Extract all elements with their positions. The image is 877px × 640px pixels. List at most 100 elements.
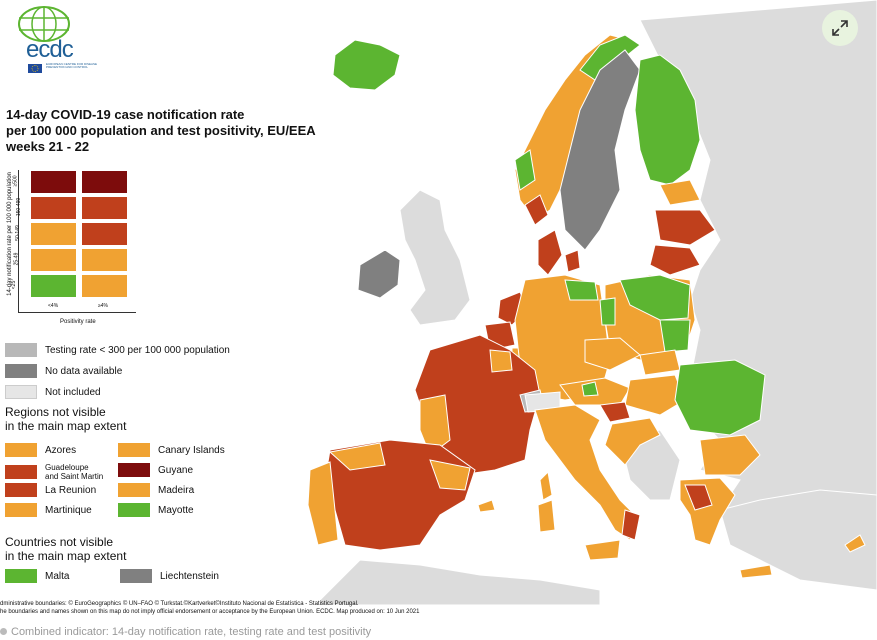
denmark-islands — [564, 249, 581, 273]
matrix-x-axis-label: Positivity rate — [60, 319, 96, 325]
legend-swatch — [118, 483, 150, 497]
legend-swatch — [5, 385, 37, 399]
legend-item: La Reunion — [5, 483, 96, 497]
greece-red — [684, 484, 713, 511]
legend-label: No data available — [45, 365, 123, 377]
legend-swatch — [5, 465, 37, 479]
legend-item: Azores — [5, 443, 76, 457]
regions-heading: Regions not visible in the main map exte… — [5, 405, 127, 433]
czechia — [584, 337, 641, 371]
iceland — [332, 39, 401, 91]
legend-swatch — [118, 503, 150, 517]
legend-item: No data available — [5, 364, 122, 378]
logo-text: ecdc — [26, 36, 74, 63]
legend-swatch — [118, 463, 150, 477]
cyprus — [844, 534, 866, 553]
legend-label: Guyane — [158, 464, 194, 476]
legend-item: Guadeloupe and Saint Martin — [5, 463, 103, 481]
hungary — [624, 374, 686, 416]
legend-item: Mayotte — [118, 503, 194, 517]
legend-swatch — [120, 569, 152, 583]
legend-label: La Reunion — [45, 484, 97, 496]
legend-swatch — [5, 503, 37, 517]
figure-caption: Combined indicator: 14-day notification … — [0, 626, 371, 638]
matrix-y-tick: 50-149 — [14, 225, 21, 241]
matrix-y-tick: <25 — [11, 280, 18, 290]
matrix-cell — [30, 248, 77, 272]
turkey — [719, 489, 877, 591]
legend-item: Malta — [5, 569, 69, 583]
matrix-x-tick: <4% — [48, 303, 59, 309]
legend-label: Martinique — [45, 504, 92, 516]
austria-green — [581, 381, 599, 397]
legend-label: Testing rate < 300 per 100 000 populatio… — [45, 344, 230, 356]
caption-text: Combined indicator: 14-day notification … — [11, 626, 372, 638]
croatia — [604, 417, 661, 466]
sicily — [584, 539, 621, 561]
slovenia — [599, 401, 631, 423]
legend-label: Mayotte — [158, 504, 194, 516]
poland-green-ne — [619, 274, 691, 321]
legend-label: Azores — [45, 444, 77, 456]
latvia — [654, 209, 716, 246]
finland — [634, 54, 701, 186]
balearics — [477, 499, 496, 513]
map-footer: dministrative boundaries: © EuroGeograph… — [0, 601, 420, 615]
crete — [739, 564, 773, 579]
romania — [674, 359, 766, 436]
legend-swatch — [5, 343, 37, 357]
norway-mid-green — [514, 149, 536, 191]
portugal — [307, 461, 339, 546]
lithuania — [649, 244, 701, 276]
map-area[interactable]: ecdc EUROPEAN CENTRE FOR DISEASE PREVENT… — [0, 0, 877, 605]
legend-label: Liechtenstein — [160, 570, 219, 582]
matrix-cell — [30, 274, 77, 298]
italy-red-south — [621, 509, 641, 541]
map-title: 14-day COVID-19 case notification rate p… — [6, 107, 316, 154]
legend-label: Not included — [45, 386, 101, 398]
north-africa — [319, 559, 601, 605]
spain-orange-e — [429, 459, 471, 491]
corsica — [539, 470, 553, 501]
legend-swatch — [5, 483, 37, 497]
ireland — [357, 249, 401, 299]
legend-swatch — [5, 443, 37, 457]
expand-button[interactable] — [822, 10, 858, 46]
uk — [399, 189, 471, 326]
eu-flag-icon — [28, 64, 42, 73]
slovakia — [639, 349, 681, 376]
legend-item: Liechtenstein — [120, 569, 219, 583]
bulgaria — [699, 434, 761, 476]
matrix-cell — [81, 196, 128, 220]
legend-swatch — [5, 569, 37, 583]
logo-subtitle: EUROPEAN CENTRE FOR DISEASE PREVENTION A… — [46, 62, 98, 69]
poland-green-e — [659, 319, 691, 353]
estonia — [659, 179, 701, 206]
europe-map[interactable] — [0, 0, 877, 605]
expand-icon — [832, 20, 848, 36]
spain-orange-n — [328, 442, 386, 471]
legend-label: Guadeloupe and Saint Martin — [45, 463, 104, 481]
legend-label: Malta — [45, 570, 70, 582]
matrix-cell — [81, 274, 128, 298]
matrix-cell — [81, 170, 128, 194]
legend-swatch — [5, 364, 37, 378]
matrix-y-tick: 25-49 — [13, 252, 20, 266]
matrix-cell — [81, 222, 128, 246]
matrix-x-axis-line — [18, 312, 136, 313]
matrix-y-tick: ≥500 — [12, 175, 19, 187]
sardinia — [537, 499, 556, 533]
legend-label: Madeira — [158, 484, 195, 496]
poland-green-w — [599, 297, 616, 326]
legend-label: Canary Islands — [158, 444, 225, 456]
caption-bullet-icon — [0, 628, 7, 635]
legend-swatch — [118, 443, 150, 457]
denmark — [537, 229, 563, 276]
legend-item: Martinique — [5, 503, 92, 517]
matrix-cell — [30, 170, 77, 194]
legend-item: Not included — [5, 385, 101, 399]
france-orange-ne — [489, 349, 513, 373]
matrix-x-tick: ≥4% — [98, 303, 108, 309]
matrix-cell — [81, 248, 128, 272]
matrix-cell — [30, 196, 77, 220]
